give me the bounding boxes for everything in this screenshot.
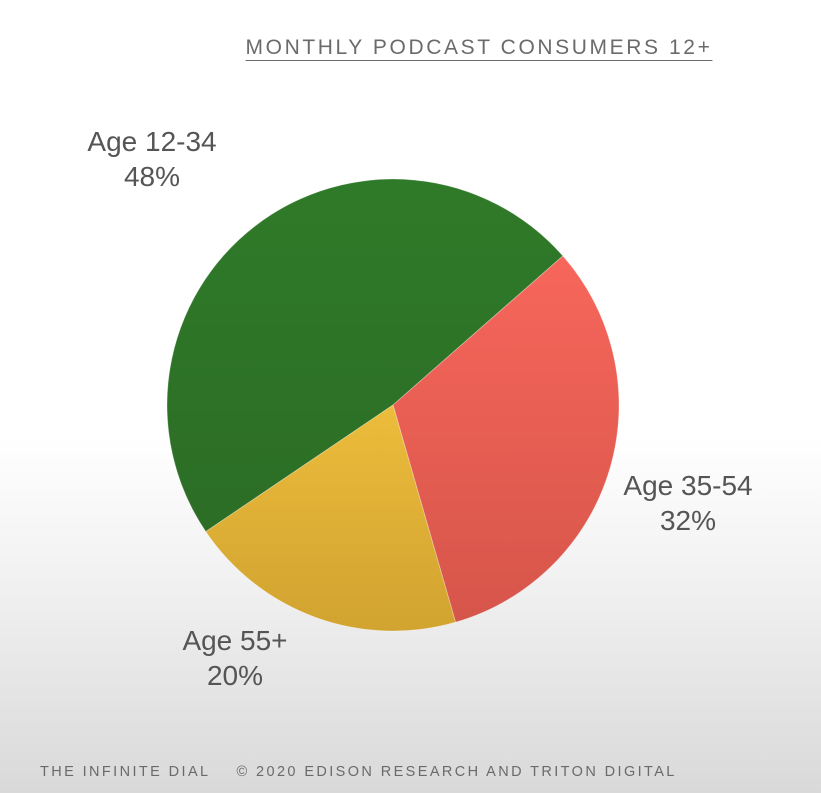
pie-slice-age-55-plus	[205, 404, 457, 632]
slice-label-age-55-plus: Age 55+ 20%	[160, 623, 310, 693]
pie-slice-age-35-54	[392, 255, 620, 623]
footer-copyright: © 2020 EDISON RESEARCH AND TRITON DIGITA…	[236, 764, 677, 780]
pie-slice-age-12-34	[166, 178, 564, 533]
slice-label-name: Age 12-34	[87, 126, 217, 157]
slice-label-name: Age 55+	[182, 625, 288, 656]
slice-label-age-35-54: Age 35-54 32%	[606, 468, 770, 538]
slice-label-value: 48%	[123, 161, 181, 192]
footer: THE INFINITE DIAL © 2020 EDISON RESEARCH …	[40, 764, 677, 780]
slice-label-age-12-34: Age 12-34 48%	[70, 124, 234, 194]
chart-title: MONTHLY PODCAST CONSUMERS 12+	[245, 36, 713, 59]
slice-label-name: Age 35-54	[623, 470, 753, 501]
slice-label-value: 20%	[206, 660, 264, 691]
footer-brand: THE INFINITE DIAL	[40, 764, 211, 780]
slice-label-value: 32%	[659, 505, 717, 536]
